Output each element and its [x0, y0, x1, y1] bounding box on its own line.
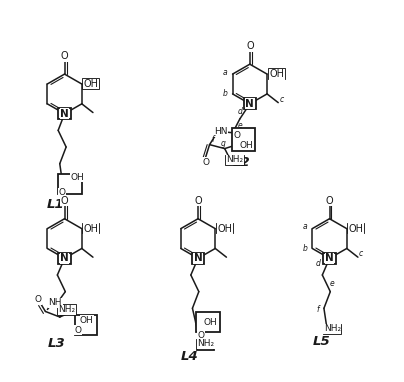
Text: O: O	[61, 196, 68, 206]
Text: OH: OH	[71, 173, 84, 182]
Bar	[232, 128, 255, 151]
Text: O: O	[326, 196, 333, 206]
Text: HN: HN	[214, 128, 227, 136]
Bar	[192, 253, 204, 264]
Text: N: N	[60, 253, 69, 263]
Text: e: e	[330, 279, 334, 288]
Text: N: N	[246, 99, 254, 109]
Bar	[244, 99, 256, 109]
Text: OH: OH	[84, 223, 99, 234]
Bar	[58, 253, 71, 264]
Text: c: c	[280, 96, 284, 104]
Bar	[217, 224, 233, 233]
Text: NH₂: NH₂	[197, 340, 214, 348]
Text: d: d	[316, 259, 321, 268]
Text: NH₂: NH₂	[324, 324, 341, 333]
Text: OH: OH	[203, 319, 217, 327]
Text: L5: L5	[313, 335, 330, 348]
Text: f: f	[211, 135, 214, 144]
Text: O: O	[58, 188, 65, 197]
Text: O: O	[198, 331, 205, 340]
Bar	[196, 312, 219, 332]
Text: O: O	[61, 51, 68, 61]
Text: NH₂: NH₂	[227, 155, 244, 164]
Bar	[197, 340, 215, 350]
Text: O: O	[202, 157, 209, 167]
Text: OH: OH	[239, 141, 253, 150]
Text: b: b	[303, 244, 307, 253]
Bar	[58, 108, 71, 119]
Text: L1: L1	[47, 197, 65, 210]
Text: d: d	[238, 107, 242, 116]
Text: O: O	[246, 41, 254, 51]
Text: O: O	[194, 196, 202, 206]
Bar	[58, 173, 82, 194]
Text: N: N	[194, 253, 202, 263]
Text: O: O	[75, 325, 82, 335]
Text: g: g	[221, 139, 225, 147]
Text: NH: NH	[48, 298, 62, 307]
Text: NH₂: NH₂	[58, 305, 76, 314]
Bar	[323, 253, 336, 264]
Text: OH: OH	[269, 69, 284, 79]
Text: N: N	[60, 109, 69, 119]
Bar	[269, 70, 284, 79]
Text: OH: OH	[217, 223, 232, 234]
Text: a: a	[303, 222, 307, 231]
Bar	[83, 224, 99, 233]
Text: L4: L4	[181, 350, 199, 363]
Bar	[83, 79, 99, 89]
Text: N: N	[325, 253, 334, 263]
Text: L3: L3	[48, 337, 65, 350]
Bar	[324, 325, 341, 335]
Text: O: O	[35, 295, 42, 304]
Text: c: c	[359, 249, 363, 258]
Bar	[58, 305, 76, 315]
Text: L2: L2	[233, 155, 251, 168]
Text: e: e	[238, 121, 243, 130]
Text: O: O	[233, 131, 240, 140]
Text: OH: OH	[84, 79, 99, 89]
Text: a: a	[223, 68, 228, 77]
Text: OH: OH	[80, 316, 94, 325]
Bar	[348, 224, 364, 233]
Text: b: b	[223, 89, 228, 99]
Text: f: f	[316, 305, 319, 314]
Bar	[75, 315, 97, 335]
Text: OH: OH	[349, 223, 364, 234]
Bar	[226, 156, 244, 165]
